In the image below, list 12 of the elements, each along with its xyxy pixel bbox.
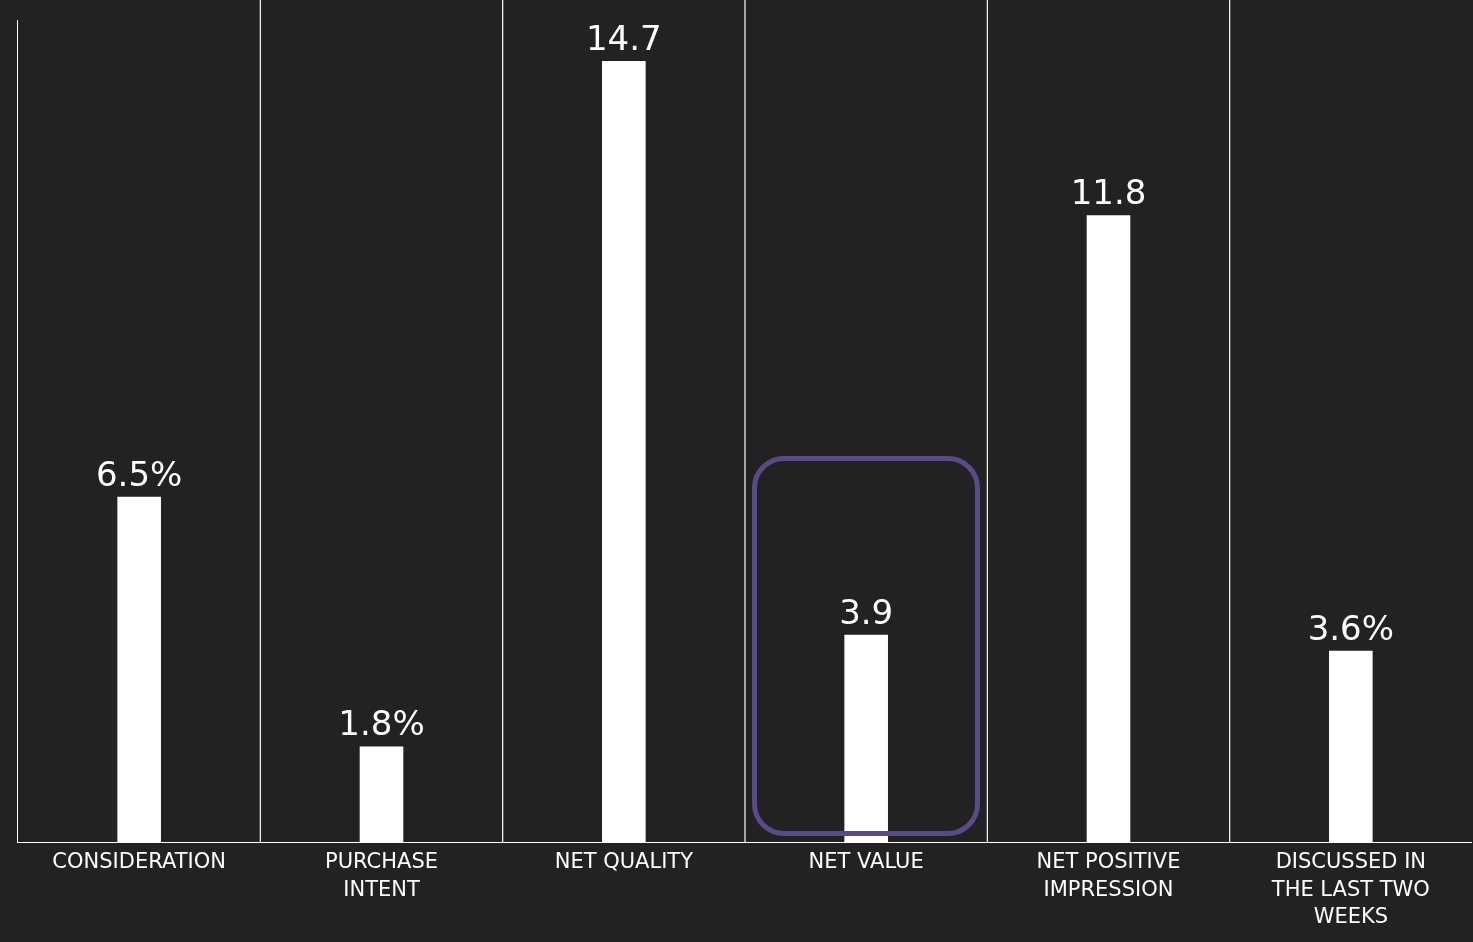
data-label: 11.8 bbox=[1070, 172, 1147, 213]
x-tick-label: NET VALUE bbox=[808, 849, 924, 874]
data-label: 1.8% bbox=[338, 703, 425, 744]
x-tick-label: CONSIDERATION bbox=[52, 849, 226, 874]
data-label: 14.7 bbox=[585, 18, 662, 59]
x-tick-label: NET POSITIVE IMPRESSION bbox=[1036, 849, 1181, 901]
x-tick-label: PURCHASE INTENT bbox=[325, 849, 438, 901]
data-label: 3.6% bbox=[1307, 607, 1395, 648]
data-label: 3.9 bbox=[839, 591, 894, 632]
x-tick-label: DISCUSSED IN THE LAST TWO WEEKS bbox=[1270, 849, 1430, 928]
x-tick-label: NET QUALITY bbox=[554, 849, 694, 874]
data-label: 6.5% bbox=[95, 453, 183, 494]
